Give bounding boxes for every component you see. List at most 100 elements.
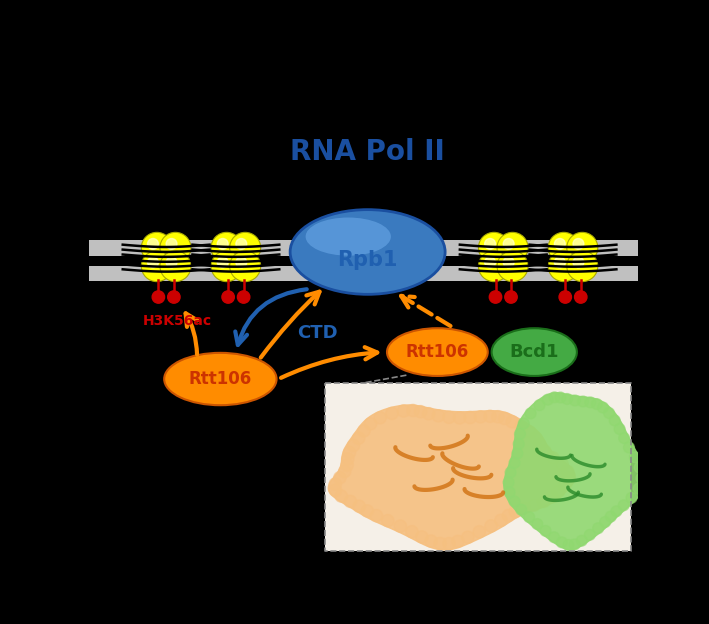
Ellipse shape: [491, 328, 577, 376]
Circle shape: [605, 511, 616, 522]
Circle shape: [230, 232, 261, 263]
Circle shape: [147, 257, 158, 268]
Circle shape: [152, 291, 164, 303]
Circle shape: [545, 490, 558, 503]
Circle shape: [222, 291, 235, 303]
Circle shape: [624, 442, 635, 453]
Circle shape: [562, 466, 574, 477]
Circle shape: [548, 251, 579, 281]
Circle shape: [492, 411, 504, 423]
Circle shape: [548, 232, 579, 263]
Circle shape: [479, 251, 510, 281]
Circle shape: [464, 411, 476, 424]
Circle shape: [473, 525, 486, 538]
Circle shape: [569, 539, 580, 550]
Circle shape: [374, 412, 386, 424]
Polygon shape: [504, 392, 646, 550]
Circle shape: [160, 232, 191, 263]
Circle shape: [503, 477, 514, 488]
Circle shape: [407, 404, 419, 417]
Circle shape: [434, 537, 447, 550]
Circle shape: [141, 232, 172, 263]
Circle shape: [339, 466, 351, 477]
Circle shape: [512, 448, 523, 459]
Circle shape: [509, 457, 520, 468]
Circle shape: [347, 439, 359, 452]
FancyArrowPatch shape: [235, 290, 307, 345]
FancyArrowPatch shape: [351, 171, 381, 197]
Circle shape: [485, 238, 496, 249]
Circle shape: [523, 426, 536, 438]
Circle shape: [394, 520, 406, 532]
Circle shape: [573, 238, 584, 249]
Circle shape: [530, 432, 542, 444]
Ellipse shape: [306, 218, 391, 256]
Circle shape: [552, 485, 564, 497]
Circle shape: [509, 496, 520, 507]
Circle shape: [386, 407, 398, 419]
Circle shape: [603, 407, 615, 419]
Text: Rtt106: Rtt106: [189, 370, 252, 388]
Circle shape: [443, 537, 455, 550]
Circle shape: [167, 291, 180, 303]
Circle shape: [573, 257, 584, 268]
Circle shape: [532, 519, 542, 529]
Text: H3K56ac: H3K56ac: [143, 314, 212, 328]
Circle shape: [614, 424, 625, 434]
Circle shape: [342, 453, 354, 465]
Bar: [325, 383, 631, 551]
Circle shape: [497, 232, 528, 263]
Circle shape: [329, 484, 342, 496]
Circle shape: [364, 417, 376, 430]
Circle shape: [484, 410, 496, 422]
Polygon shape: [328, 405, 575, 550]
Text: Bcd1: Bcd1: [510, 343, 559, 361]
Circle shape: [556, 459, 569, 470]
Circle shape: [559, 479, 571, 491]
Circle shape: [230, 251, 261, 281]
Circle shape: [343, 446, 356, 459]
Circle shape: [236, 257, 247, 268]
Circle shape: [505, 467, 516, 478]
Circle shape: [166, 257, 177, 268]
Circle shape: [454, 412, 466, 424]
Circle shape: [381, 515, 394, 527]
Circle shape: [630, 452, 640, 462]
Circle shape: [344, 495, 357, 507]
FancyArrowPatch shape: [401, 296, 450, 326]
Circle shape: [443, 411, 455, 424]
Circle shape: [562, 394, 573, 404]
Circle shape: [525, 408, 536, 419]
Circle shape: [329, 478, 342, 490]
Circle shape: [474, 411, 486, 423]
Circle shape: [518, 418, 529, 429]
Circle shape: [534, 439, 546, 451]
Ellipse shape: [164, 353, 277, 405]
Bar: [89, 266, 638, 281]
Circle shape: [504, 487, 515, 497]
Circle shape: [509, 505, 522, 518]
Circle shape: [432, 410, 445, 422]
Circle shape: [554, 238, 565, 249]
Circle shape: [566, 251, 598, 281]
Circle shape: [506, 416, 518, 428]
Circle shape: [555, 392, 566, 403]
Circle shape: [528, 499, 540, 511]
Circle shape: [557, 537, 567, 548]
Circle shape: [398, 405, 410, 417]
Circle shape: [635, 462, 645, 473]
Circle shape: [569, 395, 581, 406]
Ellipse shape: [290, 210, 445, 295]
Text: Rpb1: Rpb1: [337, 250, 398, 270]
FancyArrowPatch shape: [186, 313, 197, 354]
Circle shape: [584, 529, 596, 540]
Circle shape: [495, 514, 507, 527]
Circle shape: [160, 251, 191, 281]
Circle shape: [513, 439, 524, 449]
Circle shape: [540, 525, 551, 536]
Circle shape: [423, 407, 435, 420]
Circle shape: [425, 535, 437, 547]
Circle shape: [498, 412, 511, 425]
Circle shape: [502, 509, 515, 522]
Circle shape: [576, 535, 587, 546]
